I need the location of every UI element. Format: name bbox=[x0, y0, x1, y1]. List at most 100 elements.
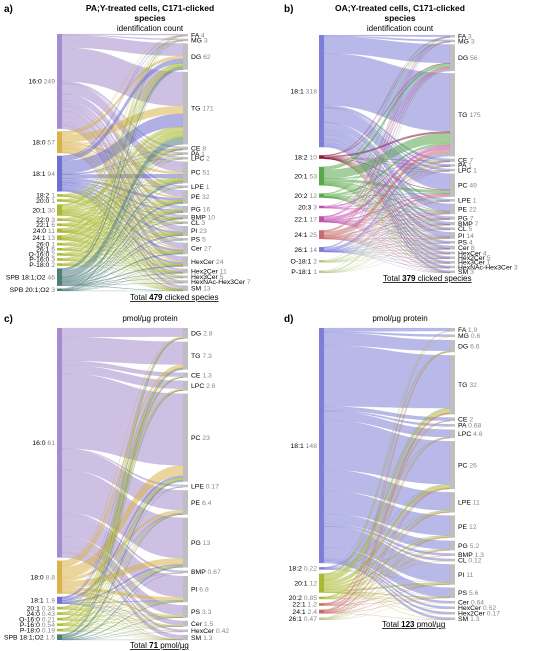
panel-a-target-node-hex3cer bbox=[183, 275, 188, 279]
panel-c-target-node-ps bbox=[183, 605, 188, 618]
panel-b-target-node-bmp bbox=[450, 221, 455, 226]
panel-c-source-node-20-1 bbox=[57, 606, 62, 610]
panel-b-target-node-tg bbox=[450, 73, 455, 157]
panel-c-target-label-sm: SM 1.3 bbox=[191, 635, 213, 642]
panel-a-flow-spb-20-1-o2-to-hexcer bbox=[61, 266, 184, 291]
panel-d-target-label-hexcer: HexCer 0.52 bbox=[458, 605, 496, 612]
panel-b-target-label-mg: MG 3 bbox=[458, 38, 475, 45]
panel-c-flow-18-0-to-pg bbox=[61, 558, 184, 588]
panel-b-footer: Total 379 clicked species bbox=[383, 274, 472, 283]
panel-a-source-node-24-1 bbox=[57, 235, 62, 241]
panel-b-target-label-ps: PS 4 bbox=[458, 240, 473, 247]
panel-b-target-label-sm: SM 3 bbox=[458, 269, 474, 276]
panel-c-target-label-bmp: BMP 0.67 bbox=[191, 569, 221, 576]
panel-a-source-node-20-0 bbox=[57, 199, 62, 202]
panel-a-target-label-hex2cer: Hex2Cer 11 bbox=[191, 268, 227, 275]
panel-d-subtitle: pmol/µg protein bbox=[372, 314, 427, 323]
panel-d-target-node-bmp bbox=[450, 553, 455, 556]
panel-c-subtitle: pmol/µg protein bbox=[122, 314, 177, 323]
panel-c-target-node-pc bbox=[183, 393, 188, 482]
panel-a-source-label-26-1: 26:1 6 bbox=[36, 247, 55, 254]
panel-d-source-label-18-2: 18:2 0.22 bbox=[289, 566, 318, 573]
panel-b-source-node-18-2 bbox=[319, 155, 324, 159]
panel-a-target-node-hexcer bbox=[183, 256, 188, 267]
panel-a-source-node-spb-20-1-o2 bbox=[57, 288, 62, 291]
panel-b-flow-p-18-1-to-pc bbox=[323, 196, 451, 273]
panel-c-target-label-ps: PS 3.3 bbox=[191, 609, 212, 616]
panel-c-target-label-pg: PG 13 bbox=[191, 540, 210, 547]
panel-d-tag: d) bbox=[284, 314, 293, 325]
panel-d-target-node-ce bbox=[450, 417, 455, 422]
panel-c-source-label-18-1: 18:1 1.9 bbox=[30, 598, 55, 605]
panel-a-source-label-26-0: 26:0 1 bbox=[36, 241, 55, 248]
panel-b-source-label-o-18-1: O-18:1 2 bbox=[291, 259, 318, 266]
panel-b-flow-p-18-1-to-pe bbox=[323, 214, 451, 273]
panel-c-target-label-pe: PE 6.4 bbox=[191, 500, 212, 507]
panel-a-source-label-20-0: 20:0 1 bbox=[36, 198, 55, 205]
panel-b-source-node-24-1 bbox=[319, 230, 324, 240]
panel-a-target-node-dg bbox=[183, 43, 188, 70]
panel-d-flow-26-1-to-dg bbox=[323, 352, 451, 618]
panel-a-source-label-spb-18-1-o2: SPB 18:1;O2 46 bbox=[6, 274, 55, 281]
panel-c-tag: c) bbox=[4, 314, 13, 325]
panel-a-source-label-18-0: 18:0 57 bbox=[32, 140, 55, 147]
panel-d-footer: Total 123 pmol/µg bbox=[382, 620, 445, 629]
panel-b-target-node-hexnac-hex3cer bbox=[450, 265, 455, 269]
panel-a-title-line1: PA;Y-treated cells, C171-clicked bbox=[86, 3, 214, 13]
panel-d-target-node-cer bbox=[450, 601, 455, 604]
flow-layer bbox=[61, 33, 451, 641]
panel-a-source-node-p-18-0 bbox=[57, 263, 62, 266]
panel-c-target-node-dg bbox=[183, 328, 188, 339]
panel-b-target-label-tg: TG 175 bbox=[458, 112, 481, 119]
panel-b-target-label-hexcer: HexCer 4 bbox=[458, 250, 487, 257]
panel-a-source-node-18-2 bbox=[57, 194, 62, 197]
panel-a-source-label-24-1: 24:1 13 bbox=[32, 235, 55, 242]
panel-d-source-node-18-2 bbox=[319, 567, 324, 570]
panel-a-target-node-tg bbox=[183, 71, 188, 145]
panel-b-source-node-p-18-1 bbox=[319, 270, 324, 273]
panel-b-source-node-18-1 bbox=[319, 35, 324, 148]
panel-b-target-label-lpe: LPE 1 bbox=[458, 198, 477, 205]
panel-b-target-node-pi bbox=[450, 232, 455, 239]
panel-a-target-node-pg bbox=[183, 205, 188, 213]
panel-c-flow-spb-18-1-o2-to-cer bbox=[61, 626, 184, 641]
panel-a-target-node-ps bbox=[183, 238, 188, 241]
panel-b-target-node-fa bbox=[450, 35, 455, 38]
panel-b-target-label-ce: CE 7 bbox=[458, 158, 473, 165]
panel-c-target-node-pi bbox=[183, 576, 188, 603]
panel-c-target-node-pg bbox=[183, 517, 188, 568]
panel-a-flow-spb-20-1-o2-to-tg bbox=[61, 143, 184, 290]
panel-b-target-node-pc bbox=[450, 173, 455, 197]
panel-c-target-label-lpe: LPE 0.17 bbox=[191, 483, 219, 490]
panel-d-target-node-sm bbox=[450, 617, 455, 620]
panel-d-target-label-cer: Cer 0.64 bbox=[458, 600, 484, 607]
panel-b-target-label-pc: PC 49 bbox=[458, 182, 477, 189]
panel-c-source-label-spb-18-1-o2: SPB 18:1;O2 1.5 bbox=[4, 634, 55, 641]
node-layer bbox=[57, 34, 455, 640]
panel-a-title-line2: species bbox=[134, 13, 165, 23]
panel-d-target-node-pi bbox=[450, 564, 455, 585]
panel-d-source-label-20-1: 20:1 12 bbox=[294, 580, 317, 587]
panel-a-target-node-ce bbox=[183, 146, 188, 151]
panel-c-flow-spb-18-1-o2-to-lpe bbox=[61, 487, 184, 638]
panel-b-flow-p-18-1-to-tg bbox=[323, 156, 451, 273]
panel-a-target-node-bmp bbox=[183, 214, 188, 220]
panel-d-target-node-mg bbox=[450, 334, 455, 338]
panel-b-target-label-pi: PI 14 bbox=[458, 233, 474, 240]
panel-d-source-label-26-1: 26:1 0.47 bbox=[289, 616, 318, 623]
panel-b-target-label-pg: PG 7 bbox=[458, 215, 474, 222]
panel-a-source-label-p-18-0: P-18:0 2 bbox=[29, 262, 55, 269]
panel-a-flow-16-0-to-fa bbox=[61, 33, 184, 36]
panel-a-source-node-p-16-0 bbox=[57, 258, 62, 261]
panel-b-source-label-22-1: 22:1 17 bbox=[294, 217, 317, 224]
panel-c-source-node-18-1 bbox=[57, 596, 62, 604]
panel-b-target-node-hex2cer bbox=[450, 256, 455, 259]
panel-d-target-label-dg: DG 6.6 bbox=[458, 343, 480, 350]
panel-b-source-label-20-1: 20:1 53 bbox=[294, 173, 317, 180]
panel-a-footer: Total 479 clicked species bbox=[130, 293, 219, 302]
panel-b-source-node-22-1 bbox=[319, 216, 324, 223]
panel-c-source-node-p-18-0 bbox=[57, 628, 62, 632]
panel-a-source-node-16-0 bbox=[57, 34, 62, 129]
panel-a-target-label-lpe: LPE 1 bbox=[191, 184, 210, 191]
